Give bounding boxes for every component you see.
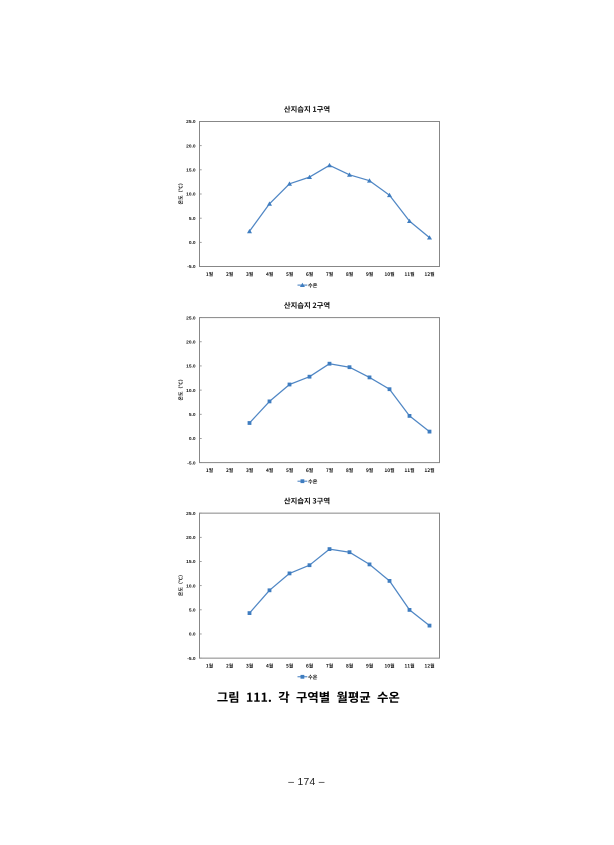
svg-text:25.0: 25.0	[186, 315, 196, 321]
svg-text:-5.0: -5.0	[187, 656, 196, 662]
svg-text:0.0: 0.0	[189, 632, 196, 638]
svg-text:-5.0: -5.0	[187, 460, 196, 466]
svg-text:5.0: 5.0	[189, 216, 196, 222]
svg-text:15.0: 15.0	[186, 364, 196, 370]
svg-text:15.0: 15.0	[186, 168, 196, 174]
svg-text:15.0: 15.0	[186, 559, 196, 565]
svg-text:20.0: 20.0	[186, 339, 196, 345]
svg-text:0.0: 0.0	[189, 436, 196, 442]
svg-text:5.0: 5.0	[189, 608, 196, 614]
svg-text:0.0: 0.0	[189, 240, 196, 246]
svg-text:-5.0: -5.0	[187, 264, 196, 270]
svg-text:25.0: 25.0	[186, 119, 196, 125]
svg-text:10.0: 10.0	[186, 388, 196, 394]
svg-text:5.0: 5.0	[189, 412, 196, 418]
svg-text:– 174 –: – 174 –	[288, 777, 324, 788]
svg-text:20.0: 20.0	[186, 535, 196, 541]
svg-text:10.0: 10.0	[186, 583, 196, 589]
svg-text:20.0: 20.0	[186, 143, 196, 149]
svg-text:25.0: 25.0	[186, 511, 196, 517]
svg-text:10.0: 10.0	[186, 192, 196, 198]
